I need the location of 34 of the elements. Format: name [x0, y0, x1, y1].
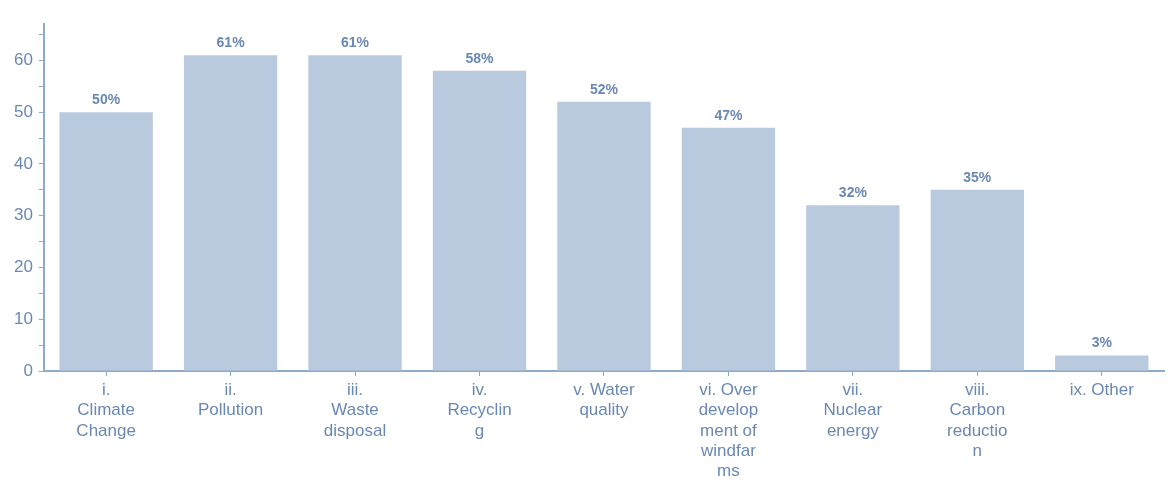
data-label: 35%	[963, 168, 992, 185]
data-label: 52%	[589, 80, 619, 97]
bar	[183, 55, 278, 371]
y-tick-label: 40	[13, 153, 33, 173]
bar	[930, 189, 1024, 371]
bar	[59, 112, 153, 371]
y-tick-label: 30	[13, 205, 33, 225]
y-tick-label: 20	[13, 257, 33, 277]
x-tick-label: iii. Waste disposal	[323, 379, 387, 440]
bar	[308, 55, 402, 371]
data-label: 47%	[714, 106, 743, 123]
data-label: 61%	[341, 34, 370, 51]
bar	[806, 205, 900, 371]
data-label: 61%	[216, 34, 246, 51]
y-tick-label: 50	[13, 101, 33, 121]
y-tick-label: 10	[13, 308, 33, 328]
x-tick-label: viii. Carbon reduction	[947, 379, 1008, 461]
x-tick-label: ix. Other	[1069, 379, 1135, 399]
x-tick-label: ii. Pollution	[197, 379, 264, 420]
data-label: 3%	[1091, 334, 1113, 351]
y-tick-label: 0	[23, 360, 33, 380]
data-label: 32%	[838, 184, 868, 201]
bar	[1055, 355, 1149, 371]
bar	[681, 127, 776, 371]
y-tick-label: 60	[13, 50, 33, 70]
bar	[432, 70, 527, 371]
x-tick-label: iv. Recycling	[447, 379, 512, 440]
x-tick-label: vii. Nuclear energy	[823, 379, 883, 440]
x-tick-label: vi. Over development of windfarms	[698, 379, 759, 481]
data-label: 58%	[465, 49, 495, 66]
x-tick-label: v. Water quality	[573, 379, 635, 420]
x-tick-label: i. Climate Change	[76, 379, 136, 440]
bar	[557, 101, 651, 371]
data-label: 50%	[92, 91, 121, 108]
